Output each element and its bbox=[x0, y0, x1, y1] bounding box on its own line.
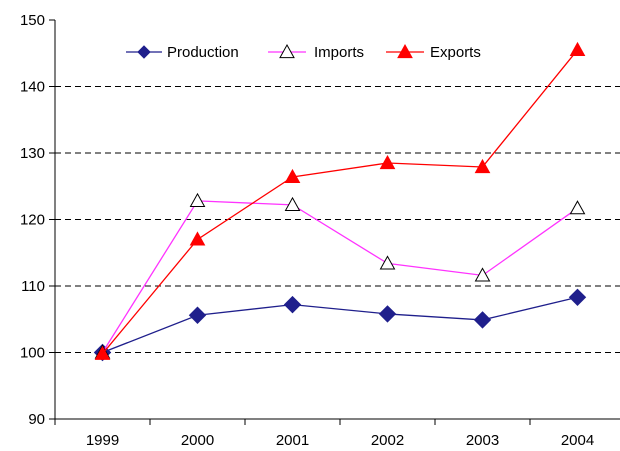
data-point bbox=[379, 154, 396, 170]
y-tick-label: 100 bbox=[20, 345, 45, 362]
y-tick-label: 140 bbox=[20, 79, 45, 96]
y-tick-label: 90 bbox=[28, 411, 45, 428]
legend: Production Imports Exports bbox=[126, 43, 481, 61]
series-exports bbox=[94, 41, 586, 360]
data-point bbox=[284, 168, 301, 184]
x-tick-label: 1999 bbox=[86, 432, 119, 449]
legend-marker bbox=[137, 45, 151, 59]
series-line bbox=[101, 49, 579, 355]
x-tick-label: 2004 bbox=[561, 432, 594, 449]
gridlines bbox=[55, 86, 620, 353]
data-point bbox=[379, 255, 396, 270]
legend-marker bbox=[397, 43, 413, 59]
data-point bbox=[188, 306, 207, 324]
legend-item-production: Production bbox=[126, 44, 239, 61]
y-tick-label: 150 bbox=[20, 12, 45, 29]
series-production bbox=[93, 288, 587, 362]
legend-marker bbox=[279, 43, 295, 59]
data-point bbox=[284, 196, 301, 211]
series-imports bbox=[94, 192, 586, 359]
x-axis-tick-labels: 1999 2000 2001 2002 2003 2004 bbox=[86, 432, 594, 449]
data-point bbox=[94, 345, 111, 360]
y-tick-label: 120 bbox=[20, 212, 45, 229]
data-point bbox=[189, 231, 206, 246]
axes bbox=[49, 19, 620, 425]
y-tick-label: 130 bbox=[20, 145, 45, 162]
data-point bbox=[569, 200, 586, 215]
data-point bbox=[283, 295, 302, 314]
data-point bbox=[569, 41, 586, 57]
legend-item-exports: Exports bbox=[386, 43, 481, 61]
legend-label: Production bbox=[167, 44, 239, 61]
legend-item-imports: Imports bbox=[268, 43, 364, 61]
x-tick-label: 2002 bbox=[371, 432, 404, 449]
y-tick-label: 110 bbox=[21, 278, 45, 295]
legend-label: Exports bbox=[430, 44, 481, 61]
series-layer bbox=[93, 41, 587, 362]
data-point bbox=[474, 158, 491, 174]
series-line bbox=[101, 200, 578, 353]
legend-label: Imports bbox=[314, 44, 364, 61]
series-line bbox=[102, 296, 578, 354]
data-point bbox=[473, 311, 492, 329]
data-point bbox=[378, 305, 397, 323]
y-axis-tick-labels: 90 100 110 120 130 140 150 bbox=[20, 12, 45, 428]
data-point bbox=[189, 192, 206, 207]
x-tick-label: 2003 bbox=[466, 432, 499, 449]
x-tick-label: 2001 bbox=[276, 432, 309, 449]
data-point bbox=[568, 288, 587, 307]
x-tick-label: 2000 bbox=[181, 432, 214, 449]
data-point bbox=[474, 267, 491, 282]
